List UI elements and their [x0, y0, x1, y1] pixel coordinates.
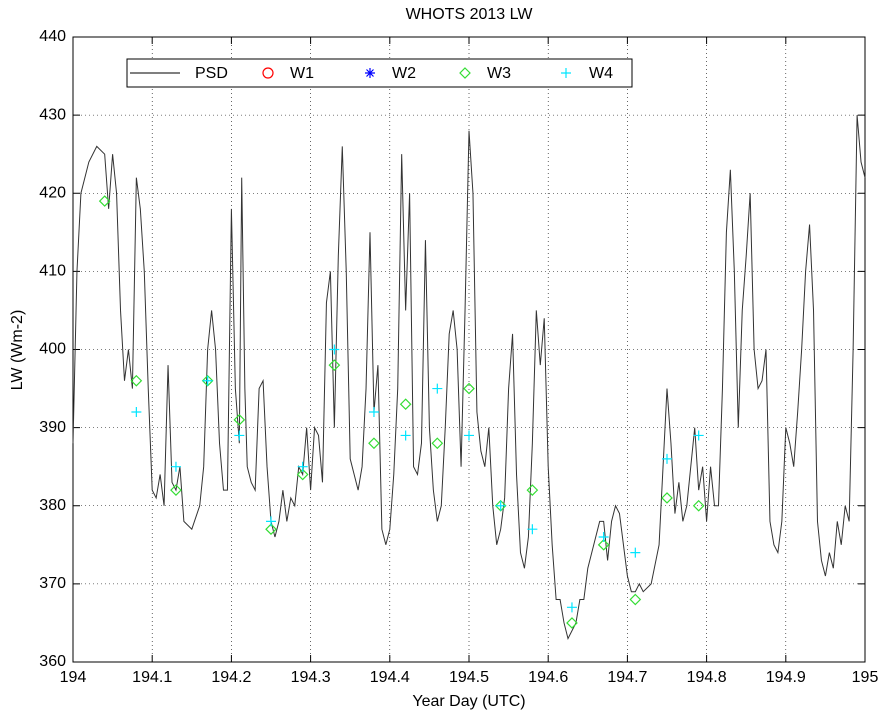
- marker-plus: [297, 461, 308, 472]
- plot-frame: [72, 36, 866, 663]
- marker-diamond: [692, 499, 705, 512]
- marker-diamond: [296, 468, 309, 481]
- legend-label: PSD: [195, 65, 228, 82]
- legend-box: [126, 58, 633, 88]
- y-tick-label: 410: [39, 263, 66, 280]
- marker-plus: [234, 430, 245, 441]
- chart-title: WHOTS 2013 LW: [406, 6, 534, 23]
- marker-plus: [561, 68, 571, 78]
- y-tick-label: 390: [39, 419, 66, 436]
- marker-plus: [693, 430, 704, 441]
- marker-plus: [368, 407, 379, 417]
- marker-plus: [170, 461, 181, 472]
- legend-label: W2: [392, 65, 416, 82]
- marker-diamond: [368, 437, 380, 450]
- legend-label: W4: [589, 65, 613, 82]
- legend-label: W3: [487, 65, 511, 82]
- marker-diamond: [265, 523, 277, 536]
- marker-diamond: [170, 484, 182, 496]
- marker-plus: [495, 500, 506, 511]
- y-tick-label: 420: [39, 184, 66, 201]
- marker-plus: [527, 524, 538, 535]
- marker-diamond: [328, 359, 341, 371]
- y-axis-label: LW (Wm-2): [9, 310, 26, 391]
- marker-diamond: [130, 374, 143, 387]
- marker-diamond: [459, 67, 471, 79]
- marker-plus: [202, 375, 213, 386]
- x-tick-label: 194.1: [132, 669, 172, 686]
- marker-diamond: [629, 593, 642, 606]
- y-tick-label: 440: [39, 28, 66, 45]
- marker-diamond: [597, 538, 610, 551]
- marker-diamond: [98, 195, 111, 207]
- marker-diamond: [661, 492, 673, 504]
- y-tick-label: 430: [39, 106, 66, 123]
- x-tick-label: 194.5: [449, 669, 489, 686]
- x-tick-label: 194.4: [370, 669, 410, 686]
- marker-diamond: [566, 617, 578, 629]
- marker-plus: [598, 532, 609, 542]
- x-tick-label: 195: [852, 669, 879, 686]
- x-tick-label: 194.9: [766, 669, 806, 686]
- marker-plus: [662, 453, 672, 464]
- marker-diamond: [431, 437, 444, 450]
- x-tick-label: 194.8: [687, 669, 727, 686]
- x-tick-label: 194.6: [528, 669, 568, 686]
- marker-plus: [400, 430, 411, 441]
- marker-plus: [630, 547, 641, 558]
- x-tick-label: 194.3: [291, 669, 331, 686]
- y-tick-label: 360: [39, 653, 66, 670]
- marker-diamond: [463, 382, 475, 395]
- marker-plus: [131, 407, 142, 417]
- marker-plus: [329, 344, 340, 355]
- x-tick-label: 194.2: [211, 669, 251, 686]
- x-axis-label: Year Day (UTC): [412, 693, 525, 710]
- marker-asterisk: [365, 68, 375, 78]
- data-line: [72, 115, 866, 640]
- marker-plus: [566, 602, 577, 613]
- marker-diamond: [233, 413, 246, 426]
- y-tick-label: 370: [39, 575, 66, 592]
- marker-plus: [432, 383, 443, 394]
- y-tick-label: 400: [39, 341, 66, 358]
- marker-plus: [464, 430, 474, 441]
- legend-label: W1: [290, 65, 314, 82]
- marker-circle: [262, 67, 274, 79]
- marker-plus: [266, 516, 276, 527]
- x-tick-label: 194: [60, 669, 87, 686]
- x-tick-label: 194.7: [607, 669, 647, 686]
- y-tick-label: 380: [39, 497, 66, 514]
- marker-diamond: [399, 398, 412, 411]
- marker-diamond: [526, 484, 539, 496]
